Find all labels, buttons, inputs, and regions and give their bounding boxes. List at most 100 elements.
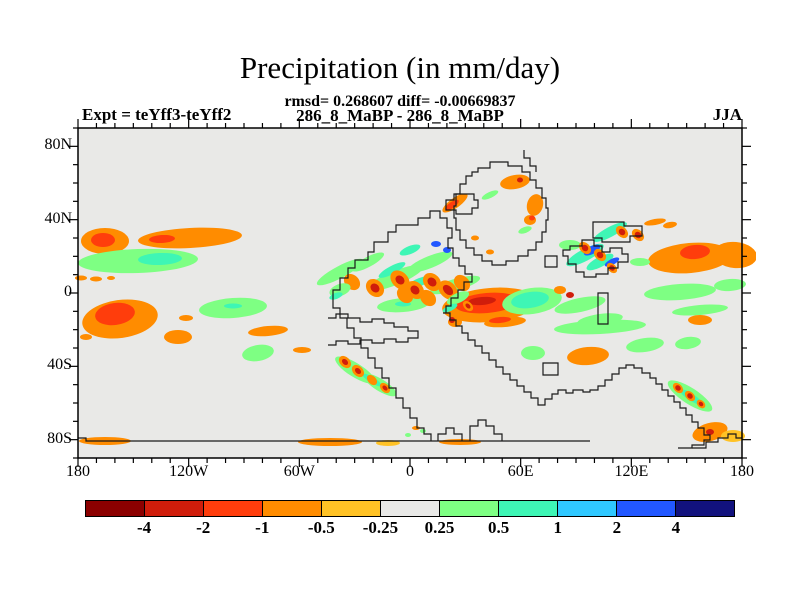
coastline xyxy=(78,437,590,442)
y-axis-label-80S: 80S xyxy=(47,429,72,447)
colorbar-segment xyxy=(262,500,322,517)
anomaly-blob xyxy=(706,429,714,435)
colorbar-segment xyxy=(557,500,617,517)
colorbar-label-0.5: 0.5 xyxy=(488,518,510,537)
anomaly-blob xyxy=(714,278,746,292)
anomaly-blob xyxy=(698,401,704,407)
anomaly-blob xyxy=(521,346,545,360)
anomaly-blob xyxy=(566,292,574,298)
coastline xyxy=(542,362,559,376)
anomaly-blob xyxy=(630,258,650,266)
colorbar-label--2: -2 xyxy=(196,518,211,537)
anomaly-blob xyxy=(453,274,471,292)
x-axis-label-120W: 120W xyxy=(169,463,209,480)
anomaly-blob xyxy=(75,275,87,281)
anomaly-blob xyxy=(634,231,642,239)
anomaly-blob xyxy=(80,334,92,340)
anomaly-blob xyxy=(688,315,712,325)
colorbar-label--4: -4 xyxy=(136,518,152,537)
anomaly-blob xyxy=(626,337,664,353)
anomaly-blob xyxy=(529,215,535,221)
anomaly-blob xyxy=(687,393,693,399)
anomaly-blob xyxy=(500,174,530,190)
anomaly-blob xyxy=(465,303,471,309)
precipitation-difference-map xyxy=(69,119,756,467)
experiment-label: Expt = teYff3-teYff2 xyxy=(82,105,232,124)
anomaly-blob xyxy=(378,262,406,278)
anomaly-blob xyxy=(419,289,437,307)
colorbar-segment xyxy=(203,500,263,517)
colorbar-segment xyxy=(439,500,499,517)
coastline xyxy=(523,150,537,172)
anomaly-blob xyxy=(351,252,385,272)
anomaly-blob xyxy=(412,426,420,430)
anomaly-blob xyxy=(298,438,362,446)
anomaly-blob xyxy=(511,291,549,309)
colorbar-label-2: 2 xyxy=(612,518,622,537)
anomaly-blob xyxy=(445,199,459,211)
coastline xyxy=(592,221,643,243)
coastline xyxy=(562,239,629,278)
anomaly-blob xyxy=(586,253,614,271)
anomaly-blob xyxy=(596,251,604,259)
anomaly-blob xyxy=(431,241,441,247)
anomaly-blob xyxy=(405,433,411,437)
anomaly-blob xyxy=(341,358,349,366)
anomaly-blob xyxy=(559,240,581,250)
colorbar-label--0.5: -0.5 xyxy=(307,518,335,537)
anomaly-blob xyxy=(382,385,388,391)
colorbar-segment xyxy=(85,500,145,517)
coastline xyxy=(328,313,419,346)
anomaly-blob xyxy=(149,234,175,244)
anomaly-blob xyxy=(518,226,532,234)
anomaly-blob xyxy=(366,374,378,386)
anomaly-blob xyxy=(486,249,494,255)
coastline xyxy=(597,292,609,325)
x-axis-label-120E: 120E xyxy=(614,463,649,480)
y-axis-label-0: 0 xyxy=(64,283,72,300)
x-axis-label-180: 180 xyxy=(730,463,754,480)
colorbar-label-1: 1 xyxy=(553,518,562,537)
anomaly-blob xyxy=(672,304,728,316)
x-axis-label-0: 0 xyxy=(406,463,414,480)
colorbar xyxy=(85,500,735,517)
x-axis-label-60W: 60W xyxy=(283,463,315,480)
anomaly-blob xyxy=(91,233,115,247)
anomaly-blob xyxy=(517,177,523,183)
anomaly-blob xyxy=(427,277,437,287)
anomaly-blob xyxy=(554,286,566,294)
anomaly-blob xyxy=(293,347,311,353)
anomaly-blob xyxy=(164,330,192,344)
anomaly-blob xyxy=(675,385,681,391)
season-label: JJA xyxy=(712,105,742,124)
experiment-compare-line: 286_8_MaBP - 286_8_MaBP xyxy=(296,106,504,125)
anomaly-blob xyxy=(316,258,364,286)
coastline xyxy=(437,427,463,441)
colorbar-label--1: -1 xyxy=(255,518,270,537)
anomaly-blob xyxy=(526,194,544,216)
coastline xyxy=(469,419,503,441)
anomaly-blob xyxy=(680,244,710,260)
anomaly-blob xyxy=(370,283,380,293)
anomaly-blob xyxy=(721,430,745,442)
stats-line: rmsd= 0.268607 diff= -0.00669837 xyxy=(284,93,516,110)
anomaly-blob xyxy=(248,325,288,337)
coastline xyxy=(544,255,558,268)
chart-title: Precipitation (in mm/day) xyxy=(239,50,561,85)
colorbar-segment xyxy=(380,500,440,517)
anomaly-blob xyxy=(396,286,414,304)
y-axis-label-40S: 40S xyxy=(47,356,72,374)
anomaly-blob xyxy=(439,439,481,445)
anomaly-blob xyxy=(567,346,609,366)
anomaly-blob xyxy=(644,283,716,301)
anomaly-blob xyxy=(663,221,677,229)
anomaly-blob xyxy=(95,302,135,326)
x-axis-label-180: 180 xyxy=(66,463,90,480)
colorbar-segment xyxy=(498,500,558,517)
anomaly-blob xyxy=(554,319,646,335)
anomaly-blob xyxy=(90,276,102,282)
colorbar-segment xyxy=(321,500,381,517)
anomaly-blob xyxy=(554,296,606,314)
anomaly-blob xyxy=(713,241,756,269)
coastline xyxy=(332,210,711,449)
